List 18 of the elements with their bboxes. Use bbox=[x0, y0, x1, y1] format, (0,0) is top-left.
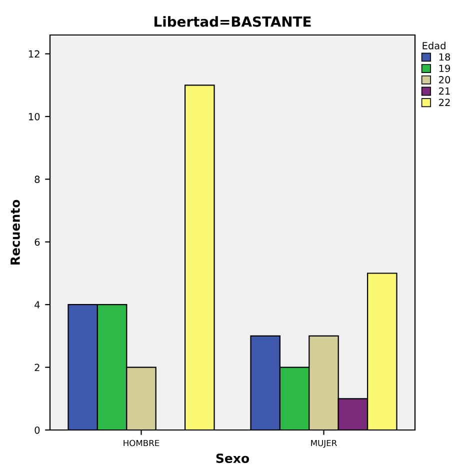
y-tick-label: 2 bbox=[34, 364, 40, 371]
x-axis-title: Sexo bbox=[216, 454, 250, 464]
y-tick-label: 6 bbox=[34, 238, 40, 246]
y-tick-label: 8 bbox=[34, 176, 40, 184]
y-tick-label: 12 bbox=[28, 50, 40, 58]
legend-title: Edad bbox=[422, 42, 446, 50]
legend-label: 22 bbox=[439, 98, 450, 106]
x-tick-label: MUJER bbox=[311, 440, 337, 448]
y-tick-label: 4 bbox=[34, 301, 40, 308]
y-axis-title: Recuento bbox=[10, 200, 20, 265]
legend-label: 20 bbox=[439, 76, 450, 84]
legend-label: 18 bbox=[439, 53, 450, 61]
chart-title: Libertad=BASTANTE bbox=[154, 16, 311, 27]
x-tick-label: HOMBRE bbox=[124, 440, 160, 446]
y-tick-label: 0 bbox=[34, 426, 40, 434]
y-tick-label: 10 bbox=[28, 112, 40, 120]
legend-label: 19 bbox=[439, 64, 450, 72]
legend-label: 21 bbox=[439, 87, 450, 95]
